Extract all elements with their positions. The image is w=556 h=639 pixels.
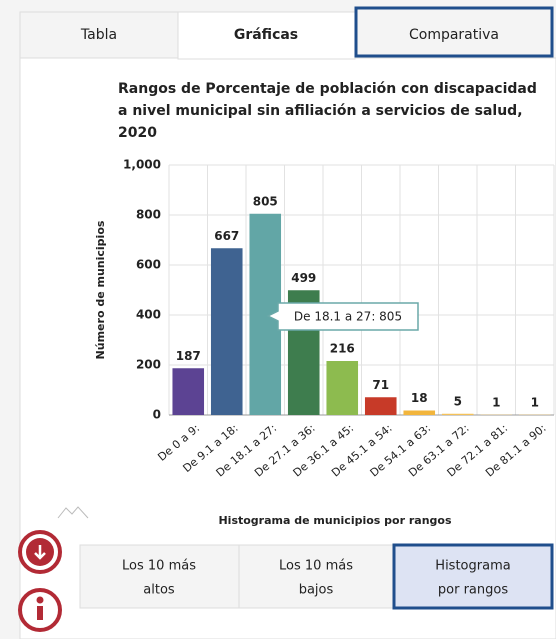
y-tick-label: 0 bbox=[153, 408, 161, 422]
tab-outlined[interactable] bbox=[354, 6, 554, 58]
button-active[interactable] bbox=[392, 543, 554, 610]
tab-label: Tabla bbox=[80, 27, 117, 43]
data-label: 1 bbox=[531, 395, 539, 409]
button[interactable] bbox=[238, 544, 394, 609]
bar bbox=[441, 413, 474, 415]
data-label: 18 bbox=[411, 391, 428, 405]
tooltip-text: De 18.1 a 27: 805 bbox=[294, 310, 402, 324]
tab-label: Gráficas bbox=[234, 27, 298, 43]
tab-active[interactable] bbox=[177, 11, 356, 60]
y-tick-label: 200 bbox=[136, 358, 161, 372]
y-tick-label: 800 bbox=[136, 208, 161, 222]
data-label: 216 bbox=[330, 342, 355, 356]
button-label: por rangos bbox=[438, 583, 508, 598]
y-tick-label: 400 bbox=[136, 308, 161, 322]
button-labels: Los 10 más altos Los 10 más bajos Histograma… bbox=[122, 559, 511, 598]
download-arrow bbox=[34, 545, 46, 560]
y-tick-label: 600 bbox=[136, 258, 161, 272]
chart-title: a nivel municipal sin afiliación a servi… bbox=[118, 103, 523, 119]
bar bbox=[172, 368, 205, 415]
info-dot bbox=[36, 596, 44, 604]
tab[interactable] bbox=[19, 11, 179, 59]
bar bbox=[210, 248, 243, 415]
data-label: 71 bbox=[372, 378, 389, 392]
button-label: altos bbox=[143, 583, 175, 598]
data-label: 187 bbox=[176, 349, 201, 363]
data-label: 805 bbox=[253, 194, 278, 208]
y-tick-label: 1,000 bbox=[123, 158, 161, 172]
bar bbox=[403, 410, 436, 415]
button-label: bajos bbox=[299, 583, 334, 598]
bar bbox=[364, 397, 397, 415]
x-axis-title: Histograma de municipios por rangos bbox=[218, 514, 451, 527]
data-label: 5 bbox=[454, 394, 462, 408]
chart-title: Rangos de Porcentaje de población con di… bbox=[118, 81, 537, 97]
data-label: 499 bbox=[291, 271, 316, 285]
info-icon bbox=[37, 606, 43, 620]
button-label: Los 10 más bbox=[122, 559, 196, 574]
tab-label: Comparativa bbox=[409, 27, 499, 43]
button-label: Histograma bbox=[435, 559, 510, 574]
tooltip-box bbox=[266, 302, 419, 331]
data-label: 667 bbox=[214, 229, 239, 243]
button[interactable] bbox=[79, 544, 240, 609]
bar bbox=[326, 361, 359, 415]
button-label: Los 10 más bbox=[279, 559, 353, 574]
data-label: 1 bbox=[492, 395, 500, 409]
chart-title: 2020 bbox=[118, 125, 157, 141]
logo-icon bbox=[57, 506, 89, 519]
y-axis-title: Número de municipios bbox=[94, 220, 107, 359]
